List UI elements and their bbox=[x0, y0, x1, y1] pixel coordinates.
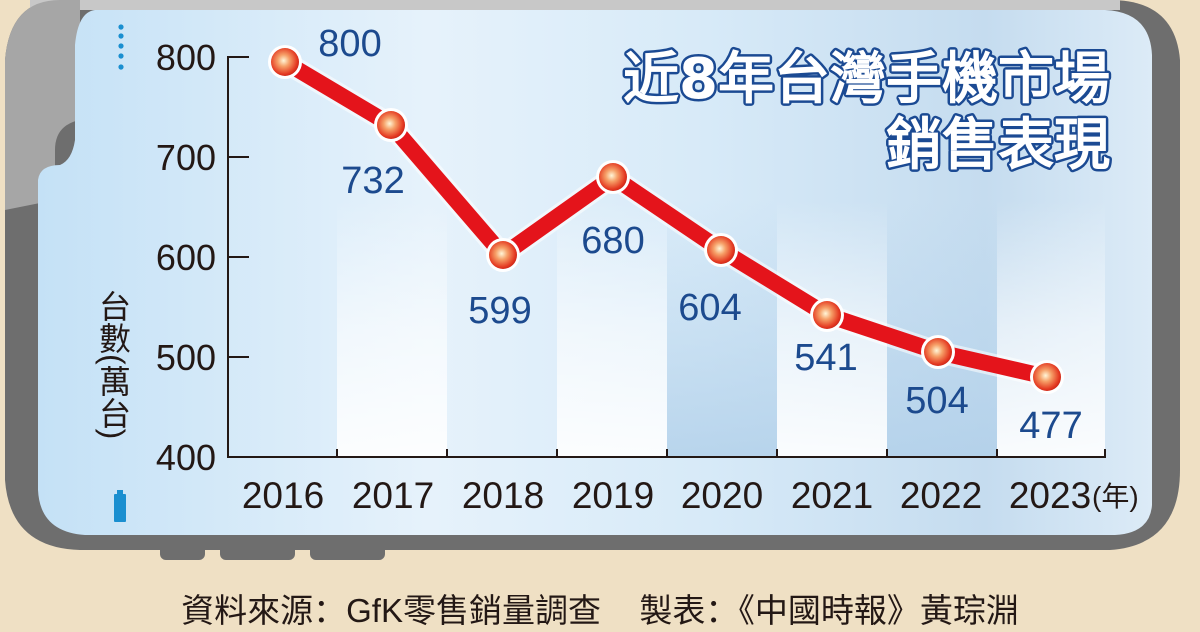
axes bbox=[227, 56, 1106, 458]
data-point bbox=[596, 160, 630, 194]
y-tick-label: 600 bbox=[156, 237, 216, 278]
data-point bbox=[374, 108, 408, 142]
signal-icon bbox=[118, 24, 124, 70]
data-labels: 800 732 599 680 604 541 504 477 bbox=[318, 23, 1082, 447]
y-axis-label: 台數(萬台) bbox=[95, 290, 131, 439]
column-band bbox=[997, 200, 1105, 457]
chart-title-line1: 近8年台灣手機市場 bbox=[623, 47, 1110, 112]
x-tick-label: 2017 bbox=[352, 475, 434, 516]
data-point bbox=[268, 45, 302, 79]
data-point bbox=[810, 298, 844, 332]
data-line bbox=[280, 55, 1049, 385]
y-tick-label: 400 bbox=[156, 437, 216, 478]
x-tick-label: 2021 bbox=[791, 475, 873, 516]
y-tick-labels: 800 700 600 500 400 bbox=[156, 37, 216, 478]
y-tick-label: 700 bbox=[156, 137, 216, 178]
data-label: 680 bbox=[581, 220, 644, 262]
x-tick-label: 2018 bbox=[462, 475, 544, 516]
y-tick-label: 500 bbox=[156, 337, 216, 378]
y-tick-label: 800 bbox=[156, 37, 216, 78]
data-point bbox=[704, 233, 738, 267]
column-band bbox=[557, 200, 667, 457]
source-note: 資料來源：GfK零售銷量調查 bbox=[181, 592, 601, 629]
data-point bbox=[1030, 360, 1064, 394]
data-markers bbox=[268, 45, 1064, 394]
chart-title: 近8年台灣手機市場 銷售表現 bbox=[621, 45, 1113, 181]
column-band bbox=[887, 200, 997, 457]
x-tick-label: 2016 bbox=[242, 475, 324, 516]
chart-title-line2: 銷售表現 bbox=[886, 113, 1110, 178]
x-tick-label: 2020 bbox=[681, 475, 763, 516]
phone-frame-left-highlight bbox=[5, 0, 80, 210]
data-label: 604 bbox=[678, 287, 741, 329]
data-label: 477 bbox=[1019, 405, 1082, 447]
footer-credit: 資料來源：GfK零售銷量調查 製表：《中國時報》黃琮淵 bbox=[0, 584, 1200, 632]
credit-note: 製表：《中國時報》黃琮淵 bbox=[639, 592, 1019, 629]
data-label: 732 bbox=[341, 160, 404, 202]
column-band bbox=[337, 200, 447, 457]
x-tick-label: 2019 bbox=[572, 475, 654, 516]
data-label: 541 bbox=[794, 337, 857, 379]
x-tick-label: 2023 bbox=[1009, 475, 1091, 516]
data-label: 800 bbox=[318, 23, 381, 65]
data-label: 599 bbox=[468, 290, 531, 332]
x-tick-label: 2022 bbox=[900, 475, 982, 516]
data-label: 504 bbox=[905, 380, 968, 422]
phone-frame-top bbox=[30, 0, 1120, 10]
battery-icon bbox=[114, 490, 126, 522]
data-point bbox=[486, 238, 520, 272]
data-point bbox=[921, 335, 955, 369]
x-tick-labels: 2016 2017 2018 2019 2020 2021 2022 2023 bbox=[242, 475, 1091, 516]
x-axis-unit: (年) bbox=[1092, 481, 1139, 512]
